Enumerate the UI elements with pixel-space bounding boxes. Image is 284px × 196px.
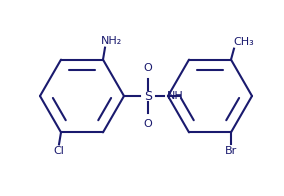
Text: O: O: [144, 119, 153, 129]
Text: CH₃: CH₃: [233, 37, 254, 47]
Text: NH₂: NH₂: [101, 36, 122, 46]
Text: Br: Br: [225, 146, 237, 156]
Text: O: O: [144, 63, 153, 73]
Text: S: S: [144, 90, 152, 103]
Text: NH: NH: [167, 91, 184, 101]
Text: Cl: Cl: [54, 146, 64, 156]
